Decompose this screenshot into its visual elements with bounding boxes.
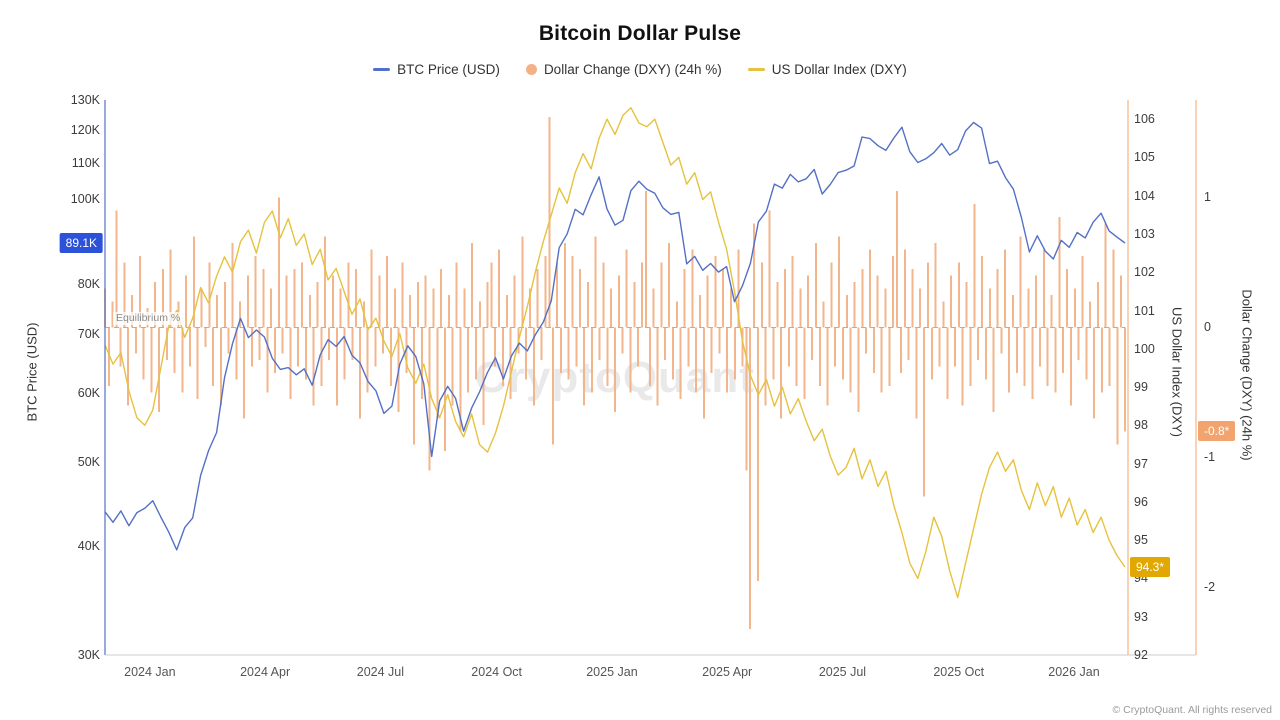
legend-item-dxy-index[interactable]: US Dollar Index (DXY) [747, 62, 907, 77]
legend: BTC Price (USD) Dollar Change (DXY) (24h… [0, 62, 1280, 77]
btc-axis-tick: 40K [77, 539, 100, 554]
dxy-axis-tick: 102 [1134, 265, 1155, 280]
dxy-current-value-badge: 94.3* [1130, 556, 1171, 577]
change-axis-tick: -2 [1204, 580, 1216, 595]
btc-axis-tick: 30K [77, 648, 100, 662]
equilibrium-label: Equilibrium % [113, 312, 184, 326]
btc-axis-tick: 80K [77, 276, 100, 291]
x-axis-label: 2026 Jan [1048, 665, 1100, 679]
legend-item-btc-price[interactable]: BTC Price (USD) [373, 62, 500, 77]
left-axis-title: BTC Price (USD) [24, 322, 40, 422]
us-dollar-index-line [104, 106, 1126, 599]
x-axis-label: 2025 Oct [933, 665, 985, 679]
x-axis-label: 2025 Jul [818, 665, 867, 679]
btc-price-line [104, 121, 1126, 551]
change-axis-tick: -1 [1204, 450, 1216, 465]
dollar-change-dot-swatch-icon [525, 64, 537, 75]
btc-line-swatch-icon [373, 68, 391, 71]
legend-label-dxy-index: US Dollar Index (DXY) [771, 62, 907, 77]
x-axis-label: 2025 Jan [586, 665, 638, 679]
x-axis-label: 2024 Apr [240, 665, 291, 679]
btc-current-price-badge: 89.1K [59, 232, 103, 253]
change-axis-tick: 1 [1204, 190, 1211, 205]
btc-axis-tick: 60K [77, 385, 100, 400]
dxy-line-swatch-icon [747, 68, 765, 71]
btc-axis-tick: 130K [70, 93, 100, 107]
dxy-axis-tick: 104 [1134, 188, 1155, 203]
page-title: Bitcoin Dollar Pulse [538, 22, 742, 45]
btc-axis-tick: 70K [77, 327, 100, 342]
legend-label-dollar-change: Dollar Change (DXY) (24h %) [543, 62, 722, 77]
btc-axis-tick: 120K [70, 123, 100, 138]
x-axis-label: 2024 Jul [356, 665, 405, 679]
dxy-axis-tick: 92 [1134, 648, 1148, 662]
dxy-axis-tick: 105 [1134, 150, 1155, 165]
dxy-change-bars [104, 116, 1126, 629]
x-axis-label: 2025 Apr [702, 665, 753, 679]
btc-axis-tick: 50K [77, 454, 100, 469]
btc-axis-tick: 100K [70, 192, 100, 207]
dxy-axis-title: US Dollar Index (DXY) [1169, 306, 1185, 438]
copyright-notice: © CryptoQuant. All rights reserved [1112, 704, 1272, 716]
dollar-change-current-badge: -0.8* [1198, 421, 1236, 442]
legend-label-btc: BTC Price (USD) [397, 62, 500, 77]
dxy-axis-tick: 101 [1134, 303, 1155, 318]
change-axis-title: Dollar Change (DXY) (24h %) [1239, 289, 1255, 461]
x-axis-label: 2024 Jan [124, 665, 176, 679]
dxy-axis-tick: 93 [1134, 609, 1148, 624]
dxy-axis-tick: 103 [1134, 226, 1155, 241]
legend-item-dollar-change[interactable]: Dollar Change (DXY) (24h %) [525, 62, 722, 77]
dxy-axis-tick: 96 [1134, 494, 1148, 509]
dxy-axis-tick: 106 [1134, 112, 1155, 127]
dxy-axis-tick: 100 [1134, 341, 1155, 356]
dxy-axis-tick: 98 [1134, 418, 1148, 433]
x-axis-label: 2024 Oct [471, 665, 523, 679]
dxy-axis-tick: 97 [1134, 456, 1148, 471]
btc-axis-tick: 110K [71, 156, 100, 171]
dxy-axis-tick: 99 [1134, 380, 1148, 395]
dxy-axis-tick: 95 [1134, 533, 1148, 548]
change-axis-tick: 0 [1204, 320, 1211, 335]
